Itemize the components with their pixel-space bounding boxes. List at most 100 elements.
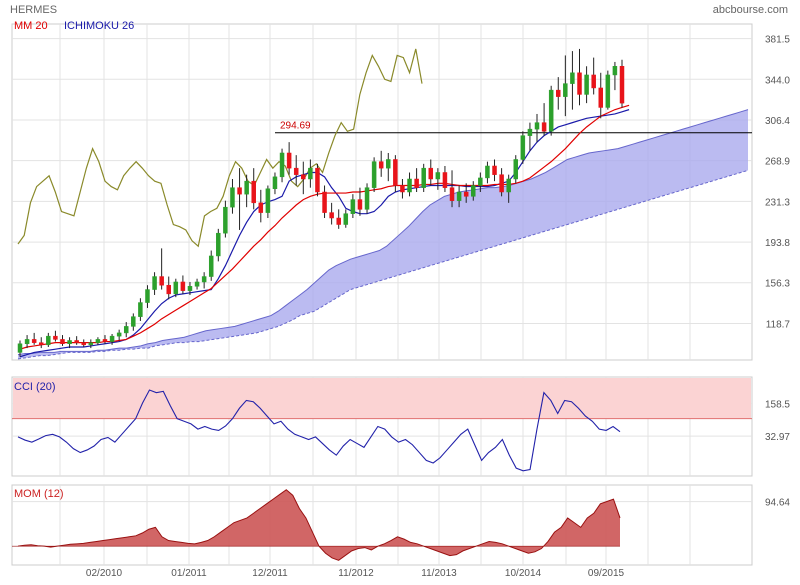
candle-body	[506, 178, 511, 193]
candle-body	[499, 174, 504, 193]
candle-body	[272, 176, 278, 189]
candle-body	[534, 122, 540, 130]
x-tick-label: 11/2012	[338, 568, 374, 579]
candle-body	[46, 335, 51, 346]
candle-body	[556, 89, 561, 97]
candle-body	[520, 135, 526, 160]
candle-body	[194, 281, 200, 287]
y-tick-label: 344.0	[765, 75, 790, 86]
ticker-title: HERMES	[10, 4, 58, 16]
candle-body	[449, 187, 455, 201]
legend-mom: MOM (12)	[14, 488, 64, 500]
y-tick-label: 381.5	[765, 35, 790, 46]
candle-body	[53, 335, 58, 340]
candle-body	[24, 339, 30, 344]
candle-body	[400, 185, 405, 193]
candle-body	[513, 159, 519, 180]
candle-body	[428, 167, 434, 180]
candle-body	[605, 74, 611, 108]
candle-body	[38, 342, 44, 346]
candle-body	[251, 180, 256, 204]
candle-body	[301, 174, 306, 180]
candle-body	[364, 187, 370, 210]
y-tick-label: 32.97	[765, 432, 790, 443]
candle-body	[131, 316, 136, 327]
candle-body	[393, 159, 398, 186]
candle-body	[31, 339, 37, 343]
ichimoku-cloud	[18, 109, 748, 359]
candle-body	[463, 191, 469, 197]
candle-body	[123, 326, 129, 334]
y-tick-label: 268.9	[765, 157, 790, 168]
candle-body	[619, 66, 625, 104]
x-tick-label: 02/2010	[86, 568, 123, 579]
candle-body	[216, 232, 221, 257]
candle-body	[350, 199, 356, 214]
candle-body	[145, 289, 150, 303]
candle-body	[456, 191, 462, 201]
candle-body	[584, 74, 589, 95]
candle-body	[591, 74, 596, 89]
kijun-line	[19, 109, 630, 358]
candle-body	[173, 281, 179, 295]
candle-body	[308, 167, 313, 180]
candle-body	[485, 165, 490, 179]
x-tick-label: 11/2013	[421, 568, 457, 579]
y-tick-label: 156.3	[765, 279, 790, 290]
candle-body	[102, 339, 108, 342]
candle-body	[421, 167, 426, 188]
candle-body	[407, 178, 412, 193]
candle-body	[548, 89, 554, 132]
candle-body	[527, 128, 533, 136]
candle-body	[223, 206, 228, 234]
candle-body	[81, 342, 86, 346]
y-tick-label: 231.3	[765, 197, 790, 208]
candle-body	[329, 212, 334, 219]
source-label: abcbourse.com	[712, 4, 788, 16]
candle-body	[67, 340, 72, 344]
candle-body	[386, 159, 391, 169]
x-tick-label: 12/2011	[252, 568, 288, 579]
panel-frame-3	[11, 484, 753, 566]
candle-body	[187, 286, 193, 291]
candle-body	[471, 185, 476, 197]
candle-body	[612, 66, 618, 76]
candle-body	[180, 281, 186, 291]
candle-body	[201, 276, 207, 283]
y-tick-label: 94.64	[765, 498, 790, 509]
candle-body	[230, 187, 235, 208]
candle-body	[152, 276, 157, 290]
candle-body	[322, 191, 327, 213]
candle-body	[265, 188, 271, 213]
mom-area	[18, 489, 620, 561]
candle-body	[563, 83, 568, 97]
candle-body	[109, 335, 115, 342]
candle-body	[286, 152, 292, 169]
legend-ichimoku: ICHIMOKU 26	[64, 20, 135, 32]
candle-body	[293, 167, 299, 175]
annotation-label: 294.69	[280, 121, 311, 132]
senkou-span-a	[17, 109, 749, 356]
candle-body	[237, 187, 242, 195]
candle-body	[279, 152, 285, 178]
y-tick-label: 306.4	[765, 116, 790, 127]
candle-body	[598, 87, 604, 108]
candle-body	[166, 284, 171, 295]
candle-body	[74, 340, 79, 343]
candle-body	[159, 276, 164, 286]
cci-overbought-band	[13, 378, 751, 419]
candle-body	[435, 172, 441, 180]
candle-body	[343, 213, 349, 225]
candle-body	[208, 255, 214, 277]
candle-body	[414, 178, 419, 188]
y-tick-label: 193.8	[765, 238, 790, 249]
candle-body	[492, 165, 497, 175]
x-tick-label: 01/2011	[171, 568, 207, 579]
candle-body	[336, 217, 341, 225]
candle-body	[95, 339, 101, 343]
legend-mm20: MM 20	[14, 20, 48, 32]
y-tick-label: 118.7	[766, 319, 791, 330]
senkou-span-b	[17, 169, 749, 360]
